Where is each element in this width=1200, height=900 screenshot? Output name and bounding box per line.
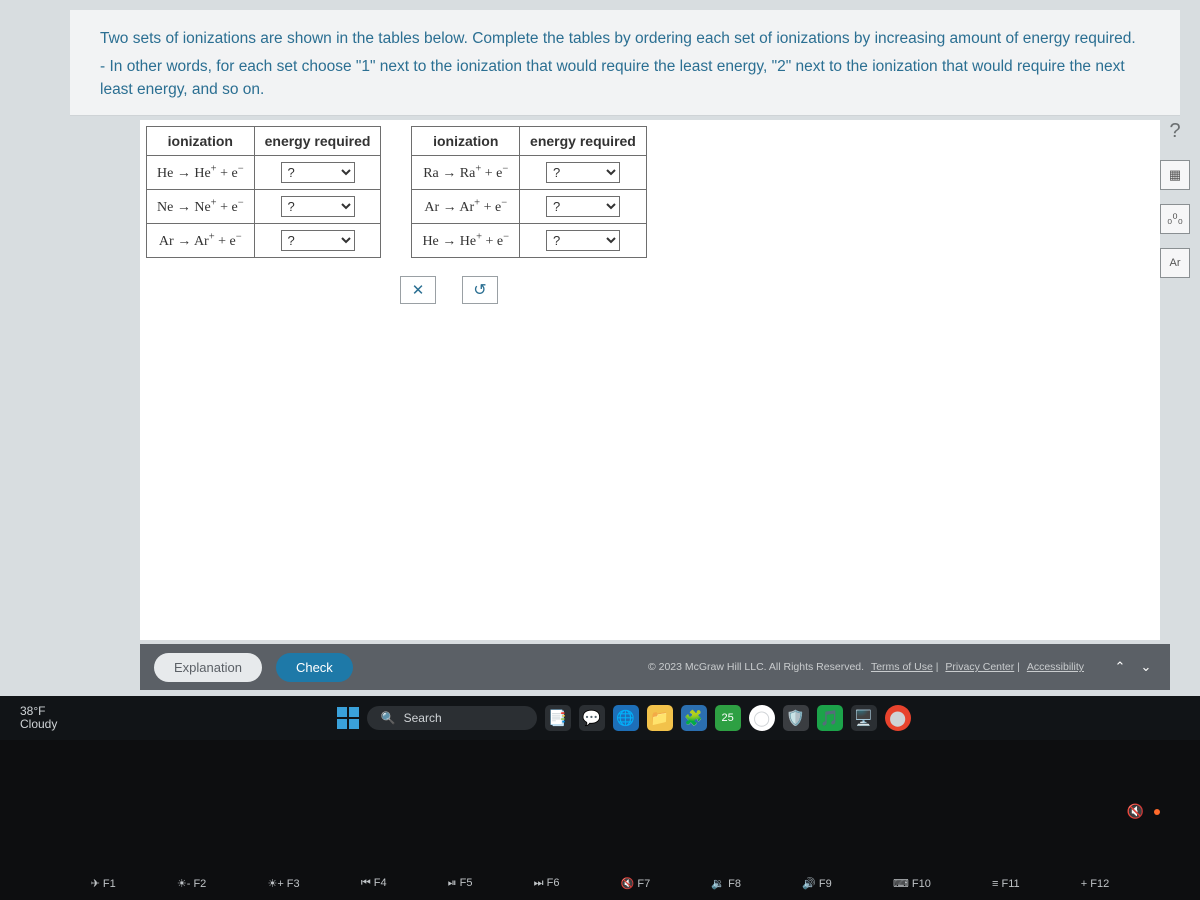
explanation-button[interactable]: Explanation <box>154 653 262 682</box>
fn-key: ⏯ F5 <box>448 877 473 890</box>
instruction-card: Two sets of ionizations are shown in the… <box>70 10 1180 116</box>
element-info-icon[interactable]: Ar <box>1160 248 1190 278</box>
energy-select[interactable]: ? <box>546 196 620 217</box>
eq-ion: Ar <box>194 234 209 249</box>
taskbar-search[interactable]: 🔍 Search <box>367 706 537 730</box>
instruction-line-1: Two sets of ionizations are shown in the… <box>100 28 1158 50</box>
fn-key: ☀- F2 <box>177 877 206 890</box>
mute-badge: 🔇 <box>1127 803 1160 820</box>
taskbar-app-6[interactable]: 🛡️ <box>783 705 809 731</box>
fn-key: 🔊 F9 <box>802 877 832 890</box>
eq-base: He <box>157 166 173 181</box>
eq-base: Ne <box>157 200 173 215</box>
taskbar-app-2[interactable]: 💬 <box>579 705 605 731</box>
eq-ion: He <box>194 166 210 181</box>
ionization-cell: He → He+ + e− <box>147 156 255 190</box>
footer-accessibility-link[interactable]: Accessibility <box>1027 661 1084 673</box>
taskbar-weather[interactable]: 38°F Cloudy <box>20 705 57 731</box>
energy-select[interactable]: ? <box>546 162 620 183</box>
close-icon: ✕ <box>412 281 425 299</box>
clear-button[interactable]: ✕ <box>400 276 436 304</box>
laptop-body: 🔇 ✈ F1 ☀- F2 ☀+ F3 ⏮ F4 ⏯ F5 ⏭ F6 🔇 F7 🔉… <box>0 740 1200 900</box>
instruction-line-2: - In other words, for each set choose "1… <box>100 56 1158 101</box>
action-row: ✕ ↺ <box>400 276 1160 304</box>
energy-select[interactable]: ? <box>281 162 355 183</box>
ionization-table-right: ionization energy required Ra → Ra+ + e−… <box>411 126 646 258</box>
footer-privacy-link[interactable]: Privacy Center <box>945 661 1014 673</box>
energy-select[interactable]: ? <box>281 230 355 251</box>
ionization-cell: Ne → Ne+ + e− <box>147 190 255 224</box>
fn-key-row: ✈ F1 ☀- F2 ☀+ F3 ⏮ F4 ⏯ F5 ⏭ F6 🔇 F7 🔉 F… <box>0 877 1200 890</box>
ionization-cell: Ra → Ra+ + e− <box>412 156 520 190</box>
tables-row: ionization energy required He → He+ + e−… <box>140 120 1160 264</box>
taskbar-explorer-icon[interactable]: 📁 <box>647 705 673 731</box>
footer-terms-link[interactable]: Terms of Use <box>871 661 933 673</box>
reset-button[interactable]: ↺ <box>462 276 498 304</box>
taskbar-app-1[interactable]: 📑 <box>545 705 571 731</box>
fn-key: ≡ F11 <box>992 877 1020 890</box>
fn-key: ⌨ F10 <box>893 877 931 890</box>
start-icon[interactable] <box>337 707 359 729</box>
eq-base: Ar <box>159 234 174 249</box>
fn-key: 🔇 F7 <box>621 877 651 890</box>
taskbar-chrome-icon[interactable]: ⬤ <box>885 705 911 731</box>
nav-arrows: ⌃ ⌄ <box>1110 657 1156 677</box>
taskbar-app-5[interactable]: ◯ <box>749 705 775 731</box>
energy-select[interactable]: ? <box>546 230 620 251</box>
ionization-cell: He → He+ + e− <box>412 224 520 258</box>
fn-key: ⏭ F6 <box>534 877 560 890</box>
table-row: He → He+ + e− ? <box>147 156 381 190</box>
table-row: Ra → Ra+ + e− ? <box>412 156 646 190</box>
help-icon[interactable]: ? <box>1160 116 1190 146</box>
eq-ion: Ra <box>460 166 476 181</box>
search-icon: 🔍 <box>381 711 396 725</box>
side-tool-column: ? ▦ ₀⁰₀ Ar <box>1160 116 1190 278</box>
chevron-up-icon[interactable]: ⌃ <box>1110 657 1130 677</box>
th-energy-right: energy required <box>520 127 647 156</box>
table-row: Ne → Ne+ + e− ? <box>147 190 381 224</box>
th-ionization-left: ionization <box>147 127 255 156</box>
th-ionization-right: ionization <box>412 127 520 156</box>
periodic-table-icon[interactable]: ₀⁰₀ <box>1160 204 1190 234</box>
footer-copyright: © 2023 McGraw Hill LLC. All Rights Reser… <box>648 661 864 673</box>
taskbar-app-3[interactable]: 🧩 <box>681 705 707 731</box>
footer-text: © 2023 McGraw Hill LLC. All Rights Reser… <box>648 661 1084 673</box>
eq-base: Ar <box>424 200 439 215</box>
eq-ion: Ar <box>459 200 474 215</box>
chevron-down-icon[interactable]: ⌄ <box>1136 657 1156 677</box>
eq-base: Ra <box>423 166 439 181</box>
taskbar-weather-text: Cloudy <box>20 718 57 731</box>
fn-key: ✈ F1 <box>91 877 116 890</box>
th-energy-left: energy required <box>254 127 381 156</box>
taskbar-app-7[interactable]: 🖥️ <box>851 705 877 731</box>
ionization-table-left: ionization energy required He → He+ + e−… <box>146 126 381 258</box>
taskbar-app-4[interactable]: 25 <box>715 705 741 731</box>
table-row: He → He+ + e− ? <box>412 224 646 258</box>
energy-select[interactable]: ? <box>281 196 355 217</box>
table-row: Ar → Ar+ + e− ? <box>412 190 646 224</box>
eq-base: He <box>422 234 438 249</box>
instruction-line-2-text: In other words, for each set choose "1" … <box>100 58 1125 97</box>
calculator-icon[interactable]: ▦ <box>1160 160 1190 190</box>
windows-taskbar: 38°F Cloudy 🔍 Search 📑 💬 🌐 📁 🧩 25 ◯ 🛡️ 🎵… <box>0 696 1200 740</box>
taskbar-edge-icon[interactable]: 🌐 <box>613 705 639 731</box>
fn-key: ☀+ F3 <box>267 877 299 890</box>
table-row: Ar → Ar+ + e− ? <box>147 224 381 258</box>
taskbar-spotify-icon[interactable]: 🎵 <box>817 705 843 731</box>
ionization-cell: Ar → Ar+ + e− <box>412 190 520 224</box>
taskbar-center: 🔍 Search 📑 💬 🌐 📁 🧩 25 ◯ 🛡️ 🎵 🖥️ ⬤ <box>57 705 1190 731</box>
fn-key: ⏮ F4 <box>361 877 387 890</box>
fn-key: 🔉 F8 <box>711 877 741 890</box>
work-area: ionization energy required He → He+ + e−… <box>140 120 1160 640</box>
check-button[interactable]: Check <box>276 653 353 682</box>
taskbar-search-label: Search <box>404 711 442 725</box>
fn-key: + F12 <box>1081 877 1109 890</box>
bottom-bar: Explanation Check © 2023 McGraw Hill LLC… <box>140 644 1170 690</box>
reset-icon: ↺ <box>473 280 486 300</box>
ionization-cell: Ar → Ar+ + e− <box>147 224 255 258</box>
eq-ion: Ne <box>194 200 210 215</box>
eq-ion: He <box>460 234 476 249</box>
